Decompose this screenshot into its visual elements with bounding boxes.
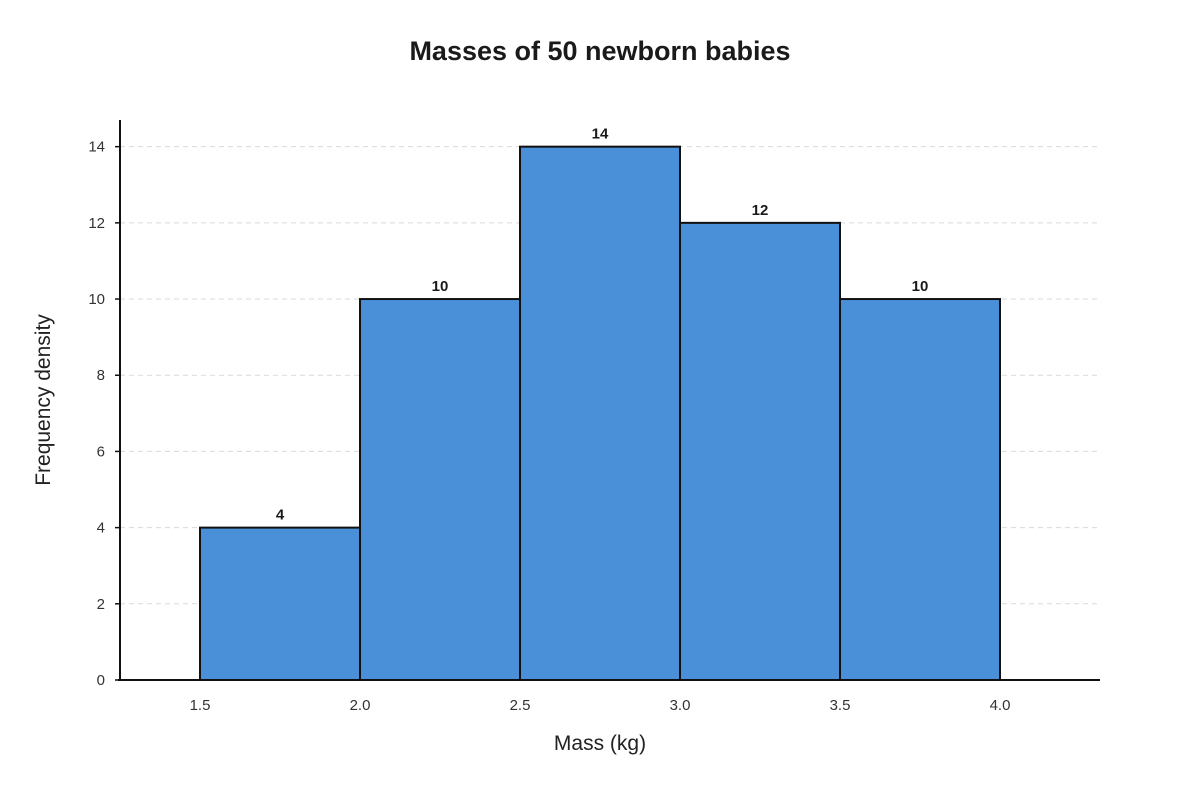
data-label-3: 12 bbox=[752, 202, 769, 219]
chart-title: Masses of 50 newborn babies bbox=[409, 36, 790, 66]
x-tick-label-3: 3.0 bbox=[670, 697, 691, 714]
y-axis-ticks: 0 2 4 6 8 10 12 14 bbox=[88, 139, 120, 689]
data-label-2: 14 bbox=[592, 126, 609, 143]
y-tick-label-3: 6 bbox=[97, 443, 105, 460]
y-tick-label-4: 8 bbox=[97, 367, 105, 384]
y-tick-label-5: 10 bbox=[88, 291, 105, 308]
y-axis-label: Frequency density bbox=[32, 314, 55, 486]
bar-2 bbox=[519, 145, 681, 681]
x-tick-label-0: 1.5 bbox=[190, 697, 211, 714]
bar-0 bbox=[199, 526, 361, 681]
bar-3 bbox=[679, 221, 841, 681]
y-tick-label-2: 4 bbox=[97, 520, 105, 537]
x-tick-label-4: 3.5 bbox=[830, 697, 851, 714]
y-tick-label-6: 12 bbox=[88, 215, 105, 232]
data-label-1: 10 bbox=[432, 278, 449, 295]
y-tick-label-1: 2 bbox=[97, 596, 105, 613]
bars bbox=[199, 145, 1001, 681]
x-axis-label: Mass (kg) bbox=[554, 732, 646, 755]
x-tick-label-5: 4.0 bbox=[990, 697, 1011, 714]
x-axis-ticks: 1.5 2.0 2.5 3.0 3.5 4.0 bbox=[190, 697, 1011, 714]
x-tick-label-2: 2.5 bbox=[510, 697, 531, 714]
data-label-4: 10 bbox=[912, 278, 929, 295]
bar-4 bbox=[839, 298, 1001, 681]
x-tick-label-1: 2.0 bbox=[350, 697, 371, 714]
data-label-0: 4 bbox=[276, 507, 285, 524]
y-tick-label-7: 14 bbox=[88, 139, 105, 156]
y-tick-label-0: 0 bbox=[97, 672, 105, 689]
data-labels: 4 10 14 12 10 bbox=[276, 126, 929, 524]
bar-1 bbox=[359, 298, 521, 681]
axes bbox=[118, 120, 1100, 681]
